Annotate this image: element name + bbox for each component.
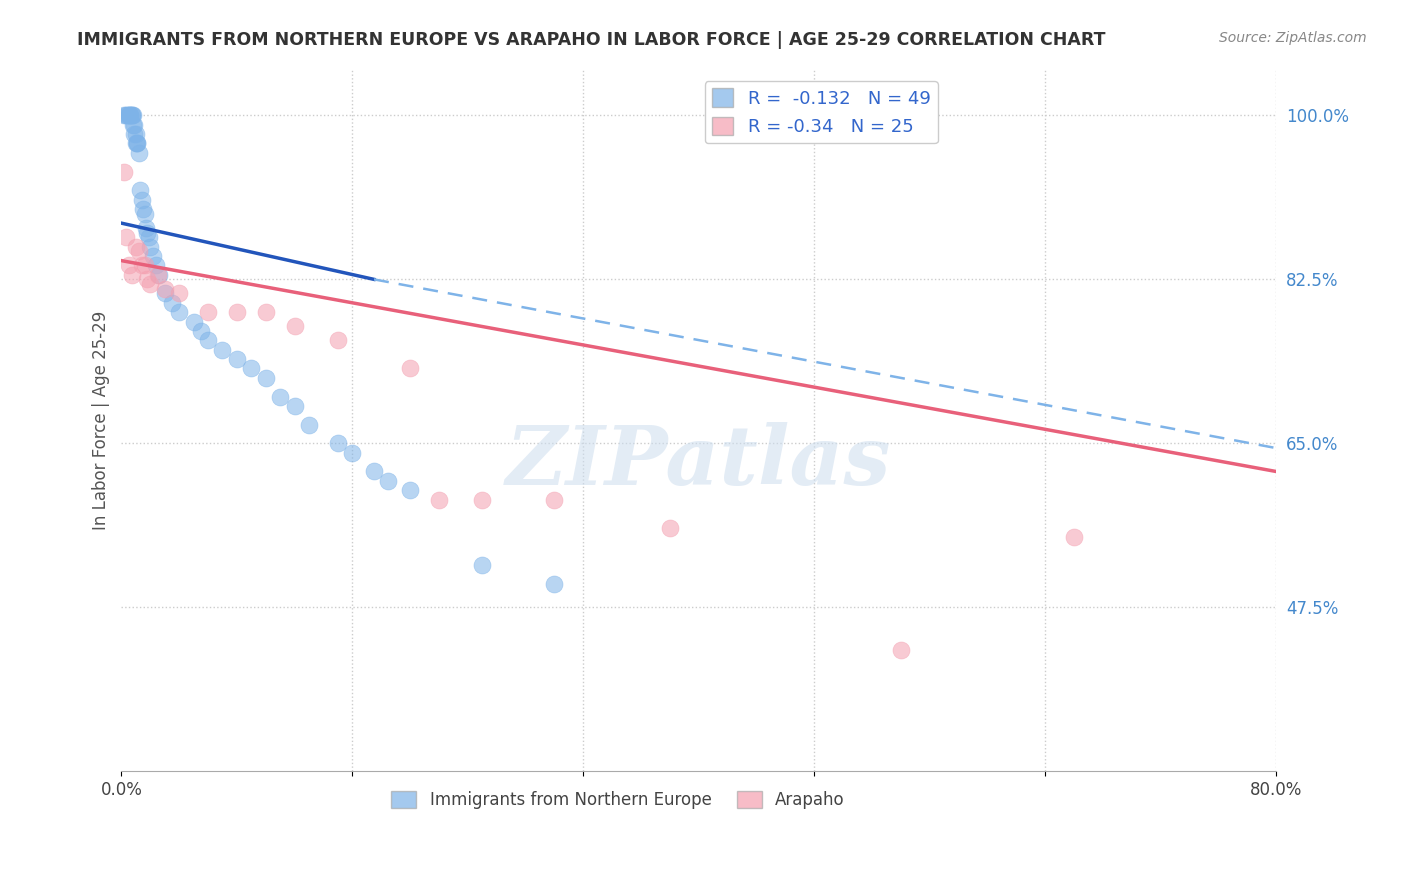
Point [225,352,247,367]
Point [145,258,167,272]
Point [197,305,219,319]
Point [124,127,146,141]
Point [121,108,143,122]
Point [148,268,170,282]
Point [298,417,321,432]
Point [131,258,153,272]
Text: ZIPatlas: ZIPatlas [506,422,891,502]
Point [326,333,349,347]
Point [543,492,565,507]
Text: IMMIGRANTS FROM NORTHERN EUROPE VS ARAPAHO IN LABOR FORCE | AGE 25-29 CORRELATIO: IMMIGRANTS FROM NORTHERN EUROPE VS ARAPA… [77,31,1107,49]
Point [190,324,212,338]
Point [134,258,156,272]
Point [135,220,157,235]
Point [114,108,136,122]
Point [142,249,165,263]
Text: Source: ZipAtlas.com: Source: ZipAtlas.com [1219,31,1367,45]
Point [342,446,364,460]
Point [120,108,142,122]
Point [139,277,162,291]
Point [167,305,190,319]
Point [118,108,141,122]
Point [1063,530,1085,544]
Point [120,108,142,122]
Point [124,118,146,132]
Point [399,361,422,376]
Point [121,108,143,122]
Point [225,305,247,319]
Point [269,390,291,404]
Point [136,226,159,240]
Point [131,193,153,207]
Point [122,118,145,132]
Point [112,108,135,122]
Point [127,136,149,151]
Point [118,258,141,272]
Point [427,492,450,507]
Point [129,183,152,197]
Point [183,314,205,328]
Point [115,108,138,122]
Point [136,272,159,286]
Point [134,207,156,221]
Point [114,230,136,244]
Point [127,136,149,151]
Point [160,295,183,310]
Point [125,127,148,141]
Point [658,521,681,535]
Point [284,399,307,413]
Legend: Immigrants from Northern Europe, Arapaho: Immigrants from Northern Europe, Arapaho [385,784,851,816]
Point [363,465,385,479]
Point [128,145,150,160]
Point [284,319,307,334]
Point [377,474,399,488]
Point [132,202,155,216]
Point [326,436,349,450]
Point [121,268,143,282]
Point [139,239,162,253]
Point [471,558,494,573]
Point [167,286,190,301]
Point [254,305,277,319]
Point [146,268,169,282]
Point [118,108,141,122]
Point [197,333,219,347]
Point [122,108,145,122]
Point [153,282,176,296]
Point [890,642,912,657]
Y-axis label: In Labor Force | Age 25-29: In Labor Force | Age 25-29 [93,310,110,530]
Point [153,286,176,301]
Point [125,239,148,253]
Point [240,361,263,376]
Point [125,136,148,151]
Point [399,483,422,498]
Point [254,371,277,385]
Point [112,164,135,178]
Point [471,492,494,507]
Point [543,577,565,591]
Point [128,244,150,259]
Point [138,230,160,244]
Point [211,343,233,357]
